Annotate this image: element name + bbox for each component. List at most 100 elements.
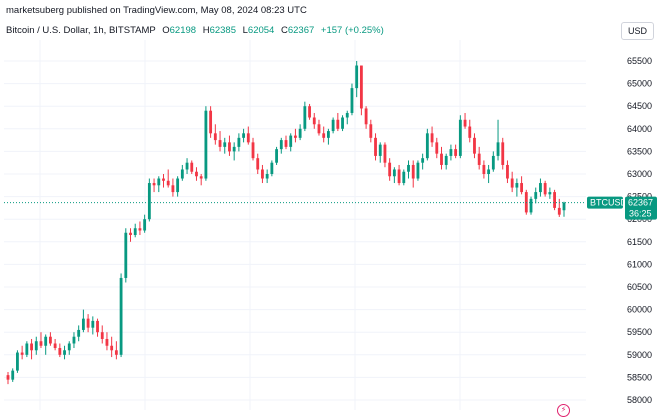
candle-body [501, 142, 505, 165]
candle-body [322, 133, 326, 138]
candle-body [543, 183, 547, 195]
candle-body [487, 169, 491, 174]
y-tick-label: 60000 [627, 305, 652, 315]
candle-body [430, 133, 434, 143]
candle-body [195, 171, 198, 177]
candle-body [246, 133, 250, 143]
candle-body [506, 164, 509, 179]
candle-body [510, 178, 514, 188]
candle-body [562, 202, 566, 211]
candle-body [270, 162, 274, 174]
candle-body [397, 169, 401, 184]
y-tick-label: 63000 [627, 169, 652, 179]
candle-body [407, 164, 410, 172]
candle-body [213, 133, 217, 141]
candle-body [39, 341, 43, 346]
candle-body [204, 110, 208, 179]
candle-body [534, 192, 538, 199]
open-label: O [162, 25, 170, 36]
candle-body [421, 158, 425, 163]
candle-body [171, 185, 175, 193]
y-tick-label: 61500 [627, 237, 652, 247]
y-tick-label: 65500 [627, 56, 652, 66]
candle-body [279, 140, 283, 150]
candle-body [81, 318, 85, 330]
candle-body [232, 146, 236, 152]
candle-body [53, 343, 57, 349]
candle-body [345, 112, 349, 118]
candle-body [458, 119, 462, 156]
y-tick-label: 65000 [627, 79, 652, 89]
candle-body [138, 228, 142, 231]
candle-body [468, 126, 472, 138]
candle-body [176, 178, 180, 193]
candle-body [16, 352, 19, 371]
candle-body [294, 135, 297, 138]
candle-body [166, 180, 170, 186]
candle-body [336, 119, 340, 129]
candle-body [383, 144, 387, 163]
candle-body [77, 329, 81, 337]
candle-body [275, 149, 278, 163]
candle-body [440, 153, 443, 165]
candle-body [228, 142, 231, 152]
candle-body [303, 106, 307, 129]
candle-body [326, 131, 330, 138]
y-tick-label: 64500 [627, 101, 652, 111]
candle-body [496, 142, 500, 156]
candle-body [133, 228, 137, 236]
candle-body [435, 142, 439, 154]
y-tick-label: 62500 [627, 192, 652, 202]
candle-body [374, 137, 377, 156]
candle-body [388, 162, 392, 177]
candle-body [110, 345, 114, 351]
candle-body [72, 336, 76, 344]
price-tag-price: 62367 [628, 198, 653, 208]
y-tick-label: 58500 [627, 372, 652, 382]
candle-body [119, 277, 123, 355]
candle-body [11, 370, 15, 380]
candle-body [350, 88, 354, 113]
low-label: L [242, 25, 248, 36]
candle-body [223, 142, 227, 147]
candle-body [364, 108, 368, 125]
candle-body [284, 140, 288, 147]
publisher-line: marketsuberg published on TradingView.co… [6, 5, 307, 16]
price-tag-symbol: BTCUSD [590, 198, 628, 208]
price-tag-countdown: 36:25 [629, 209, 652, 219]
candle-body [124, 232, 128, 278]
candle-body [67, 343, 71, 351]
candle-body [369, 124, 373, 138]
candle-body [289, 135, 293, 147]
symbol-name: Bitcoin / U.S. Dollar, 1h, BITSTAMP [6, 25, 156, 36]
candle-body [152, 183, 156, 186]
y-tick-label: 59000 [627, 350, 652, 360]
change-value: +157 (+0.25%) [320, 25, 384, 36]
candle-body [20, 352, 24, 355]
candle-body [256, 158, 260, 170]
candle-body [157, 178, 161, 186]
y-tick-label: 59500 [627, 327, 652, 337]
candle-body [411, 164, 415, 179]
high-label: H [202, 25, 210, 36]
candle-body [30, 343, 33, 351]
price-tag: BTCUSD 62367 36:25 [587, 196, 657, 220]
candle-body [91, 320, 95, 328]
high-value: 62385 [209, 25, 236, 36]
currency-button[interactable]: USD [620, 22, 654, 40]
candle-body [261, 169, 264, 179]
candle-body [416, 162, 420, 179]
candle-body [242, 133, 246, 138]
price-tag-price-box [625, 196, 657, 220]
candle-body [180, 169, 184, 179]
candle-body [34, 341, 38, 351]
candle-body [105, 338, 109, 346]
candle-body [454, 149, 458, 156]
candle-body [96, 320, 99, 333]
candle-body [100, 332, 104, 339]
y-tick-label: 64000 [627, 124, 652, 134]
candle-body [265, 174, 269, 179]
low-value: 62054 [247, 25, 275, 36]
symbol-legend: Bitcoin / U.S. Dollar, 1h, BITSTAMP O621… [6, 25, 384, 36]
